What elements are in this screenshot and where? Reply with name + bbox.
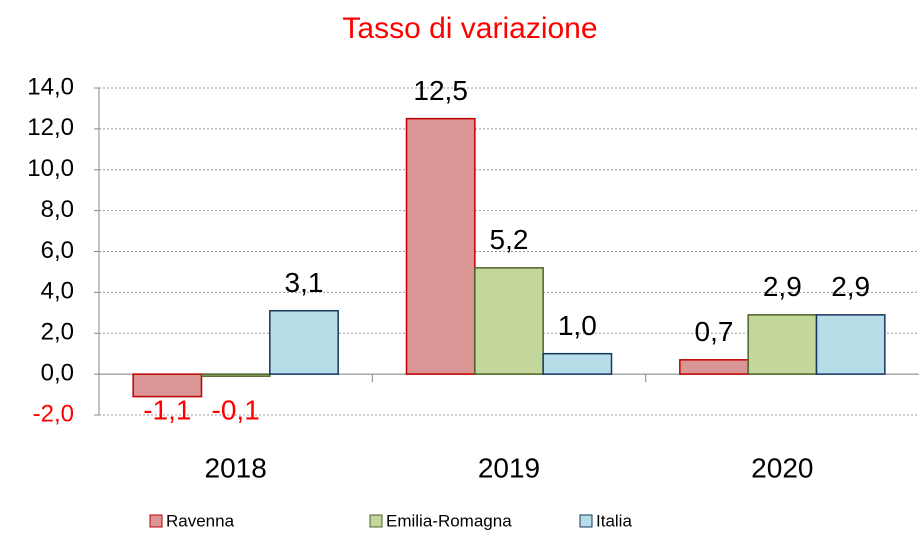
legend-swatch xyxy=(149,514,163,528)
bar xyxy=(679,359,749,375)
y-tick-label: 12,0 xyxy=(27,114,74,141)
legend-swatch xyxy=(369,514,383,528)
chart-title: Tasso di variazione xyxy=(342,12,597,45)
y-tick-label: 4,0 xyxy=(41,278,74,305)
x-tick-label: 2019 xyxy=(478,452,540,483)
legend-label: Italia xyxy=(596,511,632,530)
legend-label: Ravenna xyxy=(166,511,235,530)
legend-label: Emilia-Romagna xyxy=(386,511,512,530)
bar xyxy=(747,314,818,375)
y-tick-label: 0,0 xyxy=(41,359,74,386)
value-label: -1,1 xyxy=(143,395,191,426)
bar xyxy=(542,352,613,375)
bar xyxy=(132,373,203,398)
y-tick-label: 10,0 xyxy=(27,155,74,182)
x-tick-label: 2020 xyxy=(751,452,813,483)
value-label: 0,7 xyxy=(695,316,734,347)
bar xyxy=(815,314,886,375)
x-tick-label: 2018 xyxy=(205,452,267,483)
value-label: 2,9 xyxy=(763,271,802,302)
bar xyxy=(200,373,271,377)
value-label: 12,5 xyxy=(413,75,468,106)
bar xyxy=(474,267,544,375)
value-label: 2,9 xyxy=(831,271,870,302)
y-tick-label: -2,0 xyxy=(33,400,74,427)
y-tick-label: 14,0 xyxy=(27,73,74,100)
value-label: 5,2 xyxy=(490,224,529,255)
legend-swatch xyxy=(579,514,593,528)
value-label: 3,1 xyxy=(285,267,324,298)
bar xyxy=(405,117,476,375)
value-label: 1,0 xyxy=(558,310,597,341)
y-tick-label: 6,0 xyxy=(41,237,74,264)
value-label: -0,1 xyxy=(212,395,260,426)
y-tick-label: 8,0 xyxy=(41,196,74,223)
bar xyxy=(269,310,339,375)
y-tick-label: 2,0 xyxy=(41,319,74,346)
